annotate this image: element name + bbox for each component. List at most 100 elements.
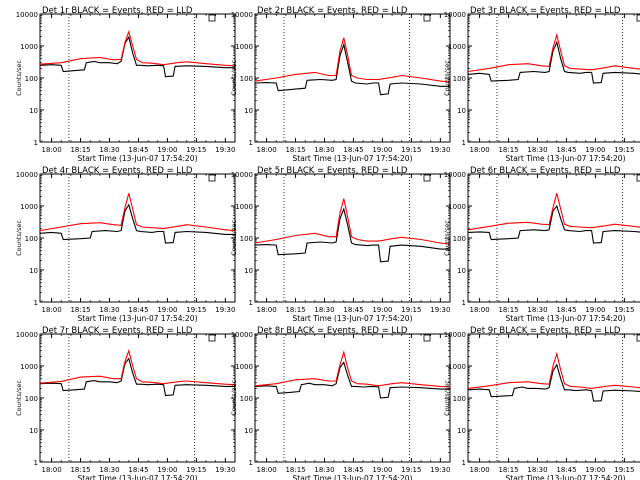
series-events bbox=[39, 203, 235, 244]
x-tick-label: 18:15 bbox=[498, 306, 518, 314]
x-tick-label: 18:15 bbox=[285, 146, 305, 154]
x-tick-label: 18:30 bbox=[314, 146, 334, 154]
x-axis-label: Start Time (13-Jun-07 17:54:20) bbox=[78, 154, 198, 163]
panel-3: Det 3r BLACK = Events, RED = LLD 1 10 100 10… bbox=[443, 6, 640, 163]
x-tick-label: 18:45 bbox=[343, 306, 363, 314]
y-axis-label: Counts/sec bbox=[443, 380, 451, 416]
y-axis-label: Counts/sec bbox=[230, 60, 238, 96]
x-tick-label: 18:00 bbox=[469, 306, 489, 314]
series-lld bbox=[254, 198, 451, 245]
x-tick-label: 19:00 bbox=[585, 146, 605, 154]
y-tick-label: 10 bbox=[29, 427, 38, 435]
y-tick-label: 1 bbox=[462, 139, 466, 147]
x-tick-label: 18:15 bbox=[285, 466, 305, 474]
y-tick-label: 1 bbox=[462, 459, 466, 467]
x-tick-label: 19:30 bbox=[215, 466, 235, 474]
y-tick-label: 10 bbox=[29, 107, 38, 115]
x-tick-label: 18:00 bbox=[256, 306, 276, 314]
y-axis-label: Counts/sec bbox=[230, 220, 238, 256]
x-tick-label: 18:00 bbox=[41, 466, 61, 474]
y-tick-label: 10000 bbox=[231, 11, 253, 19]
y-tick-label: 100 bbox=[453, 395, 466, 403]
x-tick-label: 19:30 bbox=[215, 306, 235, 314]
panel-title: Det 4r BLACK = Events, RED = LLD bbox=[42, 166, 193, 176]
x-tick-label: 18:15 bbox=[70, 306, 90, 314]
x-tick-label: 18:15 bbox=[70, 466, 90, 474]
panel-5: Det 5r BLACK = Events, RED = LLD 1 10 100 10… bbox=[230, 166, 451, 323]
y-tick-label: 10000 bbox=[444, 331, 466, 339]
x-tick-label: 19:15 bbox=[186, 306, 206, 314]
y-tick-label: 1000 bbox=[235, 203, 253, 211]
series-lld bbox=[467, 351, 640, 389]
corner-marker bbox=[423, 14, 431, 22]
x-tick-label: 18:30 bbox=[314, 306, 334, 314]
y-tick-label: 10000 bbox=[16, 331, 38, 339]
y-tick-label: 10 bbox=[244, 107, 253, 115]
y-tick-label: 1 bbox=[462, 299, 466, 307]
x-tick-label: 18:30 bbox=[527, 306, 547, 314]
plot-frame bbox=[467, 173, 640, 303]
y-tick-label: 100 bbox=[240, 235, 253, 243]
y-tick-label: 10000 bbox=[16, 171, 38, 179]
y-tick-label: 10 bbox=[244, 267, 253, 275]
x-tick-label: 18:00 bbox=[256, 466, 276, 474]
x-tick-label: 18:45 bbox=[556, 306, 576, 314]
plot-frame bbox=[467, 13, 640, 143]
y-tick-label: 10000 bbox=[231, 171, 253, 179]
x-tick-label: 18:45 bbox=[128, 466, 148, 474]
y-tick-label: 1 bbox=[249, 459, 253, 467]
panel-title: Det 1r BLACK = Events, RED = LLD bbox=[42, 6, 193, 16]
x-tick-label: 19:30 bbox=[215, 146, 235, 154]
y-tick-label: 1000 bbox=[20, 203, 38, 211]
y-tick-label: 1000 bbox=[235, 363, 253, 371]
x-tick-label: 19:00 bbox=[157, 146, 177, 154]
corner-marker bbox=[208, 334, 216, 342]
panel-title: Det 6r BLACK = Events, RED = LLD bbox=[470, 166, 621, 176]
x-tick-label: 18:45 bbox=[128, 306, 148, 314]
x-tick-label: 18:30 bbox=[314, 466, 334, 474]
y-tick-label: 1000 bbox=[448, 363, 466, 371]
panel-title: Det 8r BLACK = Events, RED = LLD bbox=[257, 326, 408, 336]
panel-2: Det 2r BLACK = Events, RED = LLD 1 10 100 10… bbox=[230, 6, 451, 163]
corner-marker bbox=[423, 334, 431, 342]
x-tick-label: 18:15 bbox=[498, 466, 518, 474]
x-tick-label: 18:00 bbox=[41, 306, 61, 314]
x-tick-label: 18:15 bbox=[285, 306, 305, 314]
y-tick-label: 1 bbox=[249, 299, 253, 307]
y-tick-label: 1000 bbox=[448, 203, 466, 211]
panel-6: Det 6r BLACK = Events, RED = LLD 1 10 100 10… bbox=[443, 166, 640, 323]
series-events bbox=[467, 204, 640, 244]
y-tick-label: 100 bbox=[453, 75, 466, 83]
y-tick-label: 10 bbox=[457, 107, 466, 115]
panel-title: Det 2r BLACK = Events, RED = LLD bbox=[257, 6, 408, 16]
x-tick-label: 19:00 bbox=[585, 306, 605, 314]
panel-7: Det 7r BLACK = Events, RED = LLD 1 10 100 10… bbox=[15, 326, 236, 480]
series-lld bbox=[467, 193, 640, 231]
x-tick-label: 19:15 bbox=[186, 466, 206, 474]
x-tick-label: 18:15 bbox=[70, 146, 90, 154]
x-tick-label: 19:15 bbox=[401, 466, 421, 474]
y-tick-label: 100 bbox=[25, 235, 38, 243]
series-events bbox=[39, 35, 235, 78]
x-axis-label: Start Time (13-Jun-07 17:54:20) bbox=[293, 314, 413, 323]
y-tick-label: 10 bbox=[457, 267, 466, 275]
x-tick-label: 19:15 bbox=[401, 146, 421, 154]
panel-title: Det 9r BLACK = Events, RED = LLD bbox=[470, 326, 621, 336]
x-tick-label: 18:00 bbox=[256, 146, 276, 154]
y-axis-label: Counts/sec bbox=[230, 380, 238, 416]
y-tick-label: 1000 bbox=[20, 363, 38, 371]
y-axis-label: Counts/sec bbox=[15, 60, 23, 96]
y-tick-label: 1 bbox=[249, 139, 253, 147]
y-tick-label: 10000 bbox=[444, 11, 466, 19]
corner-marker bbox=[636, 334, 640, 342]
x-tick-label: 19:30 bbox=[430, 146, 450, 154]
x-tick-label: 19:30 bbox=[430, 466, 450, 474]
plot-frame bbox=[467, 333, 640, 463]
x-axis-label: Start Time (13-Jun-07 17:54:20) bbox=[78, 314, 198, 323]
x-tick-label: 18:30 bbox=[99, 466, 119, 474]
x-tick-label: 18:30 bbox=[527, 466, 547, 474]
y-tick-label: 10 bbox=[457, 427, 466, 435]
y-tick-label: 100 bbox=[240, 395, 253, 403]
y-tick-label: 10000 bbox=[444, 171, 466, 179]
